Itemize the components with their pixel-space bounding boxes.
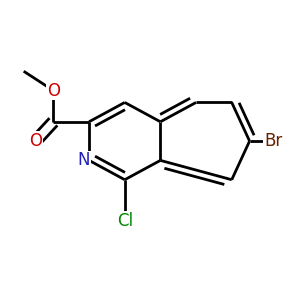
Text: Cl: Cl	[117, 212, 133, 230]
Text: N: N	[77, 152, 90, 169]
Text: Br: Br	[264, 132, 283, 150]
Text: O: O	[29, 132, 42, 150]
Text: O: O	[47, 82, 60, 100]
